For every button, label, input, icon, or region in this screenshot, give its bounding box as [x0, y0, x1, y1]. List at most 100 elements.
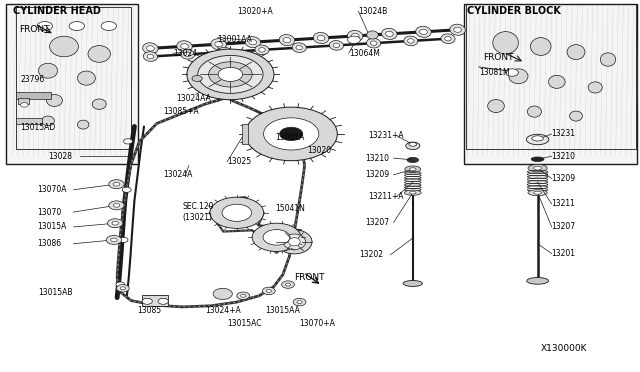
- Circle shape: [222, 204, 252, 221]
- Ellipse shape: [385, 31, 393, 36]
- Text: (13021): (13021): [182, 213, 212, 222]
- Text: 13015AC: 13015AC: [227, 319, 262, 328]
- Text: 13024B: 13024B: [358, 7, 388, 16]
- Circle shape: [113, 182, 120, 186]
- Ellipse shape: [255, 45, 269, 55]
- Circle shape: [285, 283, 291, 286]
- Ellipse shape: [77, 120, 89, 129]
- Ellipse shape: [351, 33, 359, 39]
- Circle shape: [111, 238, 117, 242]
- Text: CYLINDER BLOCK: CYLINDER BLOCK: [467, 6, 561, 16]
- Circle shape: [124, 139, 132, 144]
- Circle shape: [245, 107, 337, 161]
- Circle shape: [112, 221, 118, 225]
- Ellipse shape: [88, 45, 111, 62]
- Text: 13024: 13024: [173, 49, 197, 58]
- Circle shape: [187, 49, 274, 100]
- Ellipse shape: [296, 45, 303, 50]
- Text: 13028: 13028: [48, 152, 72, 161]
- Text: 13085+A: 13085+A: [163, 107, 199, 116]
- Text: 13015AB: 13015AB: [38, 288, 73, 296]
- Ellipse shape: [406, 142, 420, 150]
- Circle shape: [293, 298, 306, 306]
- Ellipse shape: [445, 36, 451, 41]
- Circle shape: [113, 203, 120, 207]
- Text: 13210: 13210: [365, 154, 388, 163]
- Circle shape: [119, 237, 128, 243]
- Ellipse shape: [450, 24, 465, 35]
- Text: 13001A: 13001A: [275, 133, 305, 142]
- Text: 13015A: 13015A: [37, 222, 67, 231]
- Text: X130000K: X130000K: [541, 344, 588, 353]
- Text: 13025: 13025: [227, 157, 252, 166]
- Text: 23796: 23796: [20, 76, 45, 84]
- Bar: [16, 118, 42, 124]
- Text: FRONT: FRONT: [294, 273, 325, 282]
- Text: CYLINDER HEAD: CYLINDER HEAD: [13, 6, 100, 16]
- Circle shape: [280, 127, 303, 141]
- Text: 15041N: 15041N: [275, 204, 305, 213]
- Ellipse shape: [409, 142, 417, 146]
- Circle shape: [20, 103, 28, 107]
- Ellipse shape: [403, 280, 422, 286]
- Text: 13064M: 13064M: [349, 49, 380, 58]
- Ellipse shape: [404, 190, 421, 195]
- Circle shape: [282, 281, 294, 288]
- Ellipse shape: [407, 157, 419, 163]
- Circle shape: [120, 287, 125, 290]
- Ellipse shape: [221, 50, 228, 54]
- Ellipse shape: [534, 166, 541, 170]
- Ellipse shape: [284, 234, 306, 250]
- Ellipse shape: [528, 164, 547, 172]
- Ellipse shape: [292, 43, 307, 52]
- Ellipse shape: [77, 71, 95, 85]
- Text: 13086: 13086: [37, 239, 61, 248]
- Ellipse shape: [314, 32, 329, 44]
- Ellipse shape: [548, 75, 565, 88]
- Ellipse shape: [180, 49, 195, 59]
- Ellipse shape: [180, 44, 188, 49]
- Ellipse shape: [211, 39, 227, 50]
- Circle shape: [297, 301, 302, 304]
- Text: 13001AA: 13001AA: [218, 35, 252, 44]
- Circle shape: [106, 235, 122, 244]
- Ellipse shape: [277, 230, 312, 254]
- Ellipse shape: [147, 54, 154, 59]
- Text: 13207: 13207: [552, 222, 576, 231]
- Text: 13209: 13209: [365, 170, 389, 179]
- Text: 13070: 13070: [37, 208, 61, 217]
- Circle shape: [37, 22, 52, 31]
- Ellipse shape: [259, 48, 265, 52]
- Text: FRONT: FRONT: [483, 53, 514, 62]
- Text: 13231: 13231: [552, 129, 576, 138]
- Circle shape: [210, 197, 264, 228]
- Circle shape: [142, 298, 152, 304]
- Ellipse shape: [420, 29, 428, 35]
- Text: 13024+A: 13024+A: [205, 306, 241, 315]
- Ellipse shape: [283, 38, 291, 43]
- Text: 13211: 13211: [552, 199, 575, 208]
- Text: 13015AA: 13015AA: [266, 306, 300, 315]
- Ellipse shape: [367, 38, 381, 48]
- Ellipse shape: [317, 35, 325, 41]
- Ellipse shape: [528, 190, 547, 196]
- Ellipse shape: [405, 166, 421, 173]
- Ellipse shape: [249, 39, 257, 45]
- Ellipse shape: [289, 238, 300, 246]
- Bar: [18, 98, 29, 104]
- Ellipse shape: [532, 136, 543, 141]
- Ellipse shape: [381, 28, 397, 39]
- Text: 13202: 13202: [360, 250, 384, 259]
- Text: 13081M: 13081M: [479, 68, 509, 77]
- Circle shape: [69, 22, 84, 31]
- Ellipse shape: [509, 69, 528, 84]
- Text: 13201: 13201: [552, 249, 576, 258]
- Text: 13070+A: 13070+A: [300, 319, 335, 328]
- Circle shape: [209, 62, 252, 87]
- Bar: [16, 92, 51, 99]
- Text: 13085: 13085: [138, 306, 162, 315]
- Circle shape: [348, 36, 360, 44]
- Circle shape: [266, 289, 271, 292]
- Ellipse shape: [570, 111, 582, 121]
- Ellipse shape: [527, 278, 548, 284]
